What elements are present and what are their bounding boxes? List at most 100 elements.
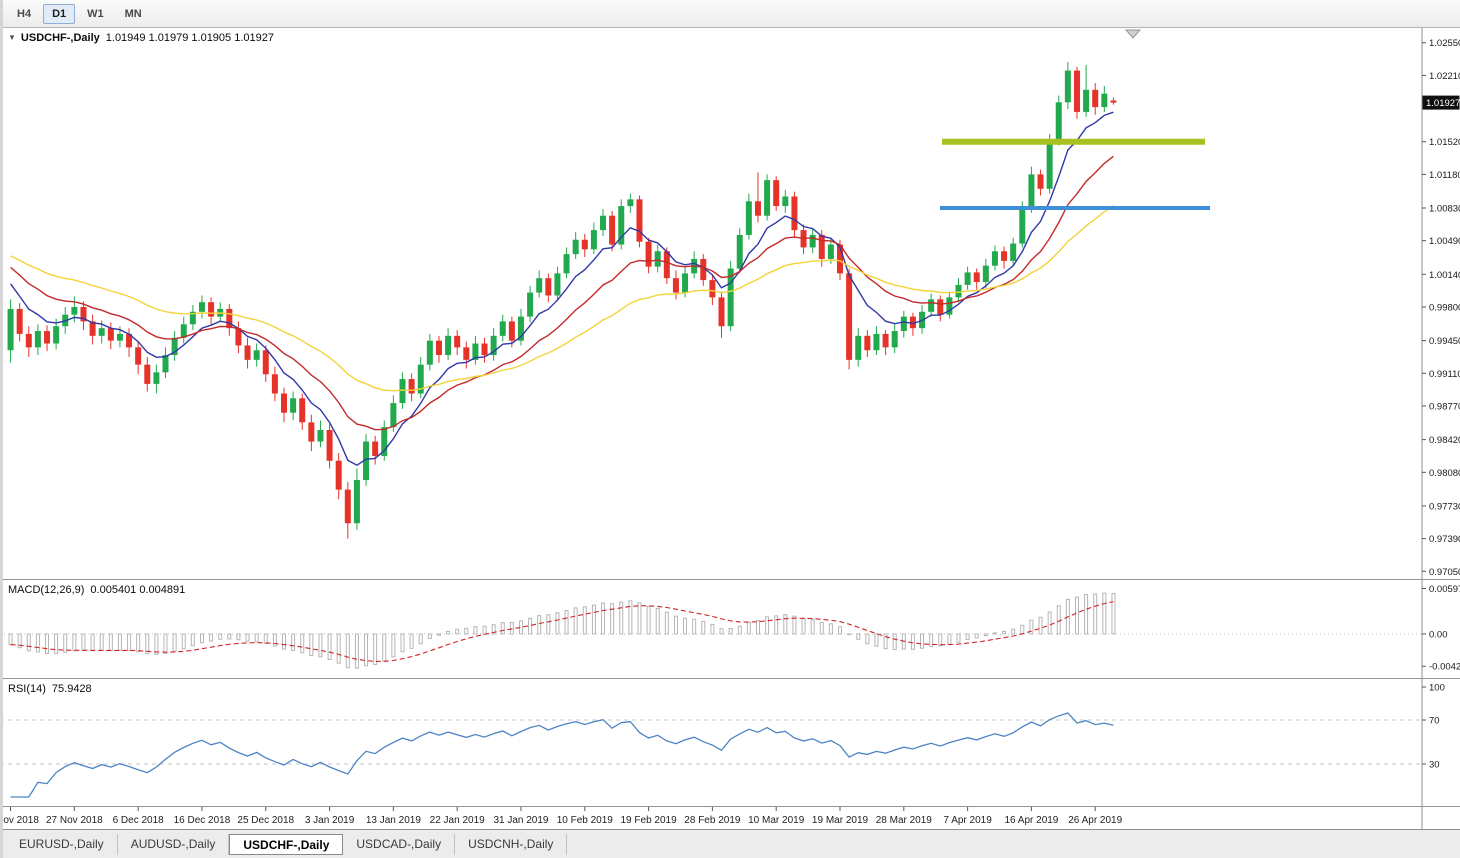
macd-svg[interactable]: 0.00597 0.00 -0.00424: [0, 580, 1460, 678]
candle-body: [344, 489, 351, 524]
rsi-indicator-panel[interactable]: RSI(14) 75.9428 100 70 30: [0, 679, 1460, 807]
macd-bar: [710, 623, 715, 635]
timeframe-button-w1[interactable]: W1: [87, 7, 104, 20]
candle-body: [1010, 243, 1017, 261]
macd-bar: [127, 633, 132, 652]
macd-bar: [701, 620, 706, 635]
candle-body: [445, 335, 452, 356]
macd-bar: [965, 633, 970, 640]
macd-bar: [373, 633, 378, 665]
macd-bar: [364, 633, 369, 667]
macd-bar: [1084, 594, 1089, 635]
candle-body: [609, 215, 616, 245]
candle-body: [281, 393, 287, 413]
candle-body: [53, 326, 60, 344]
macd-bar: [318, 633, 323, 658]
candle-body: [1101, 93, 1108, 108]
macd-bar: [1074, 596, 1079, 635]
candle-body: [545, 278, 552, 296]
chart-ohlc-values: 1.01949 1.01979 1.01905 1.01927: [105, 32, 274, 44]
candle-body: [618, 206, 625, 245]
macd-bar: [892, 633, 897, 651]
date-label: 10 Feb 2019: [557, 815, 614, 826]
macd-bar: [655, 608, 660, 635]
macd-bar: [755, 619, 760, 635]
macd-bar: [865, 633, 870, 645]
candle-body: [162, 355, 169, 373]
macd-bar: [838, 626, 842, 635]
macd-bar: [8, 633, 13, 646]
chart-collapse-icon[interactable]: ▼: [8, 33, 16, 42]
macd-bar: [163, 633, 168, 654]
candle-body: [153, 372, 160, 384]
candle-body: [855, 335, 862, 360]
macd-bar: [354, 633, 359, 669]
candle-body: [308, 422, 315, 442]
candle-body: [682, 273, 689, 293]
current-price-label: 1.01927: [1426, 98, 1460, 109]
price-axis-label: 1.02550: [1429, 38, 1460, 49]
macd-bar: [500, 622, 505, 635]
timeframe-button-d1[interactable]: D1: [43, 3, 76, 24]
macd-bar: [482, 625, 487, 635]
rsi-svg[interactable]: 100 70 30: [0, 679, 1460, 806]
price-axis-label: 0.98080: [1429, 468, 1460, 479]
chart-shift-marker-icon: [1124, 29, 1142, 39]
macd-bar: [673, 615, 678, 635]
price-axis-label: 1.01520: [1429, 137, 1460, 148]
macd-bar: [427, 633, 432, 639]
macd-bar: [883, 633, 888, 650]
candle-body: [363, 441, 370, 480]
time-axis-svg[interactable]: 18 Nov 2018 27 Nov 2018 6 Dec 2018 16 Dec 2…: [0, 807, 1460, 829]
macd-bar: [90, 633, 95, 652]
macd-bar: [610, 603, 615, 635]
macd-bar: [54, 633, 59, 654]
macd-bar: [291, 633, 296, 651]
candle-body: [846, 273, 853, 360]
chart-tab-usdcad[interactable]: USDCAD-,Daily: [343, 833, 456, 855]
timeframe-button-h4[interactable]: H4: [17, 7, 32, 20]
candle-body: [891, 331, 898, 348]
candle-body: [1055, 102, 1062, 141]
candle-body: [372, 441, 379, 456]
price-axis-label: 1.00830: [1429, 204, 1460, 215]
chart-tab-usdcnh[interactable]: USDCNH-,Daily: [455, 833, 568, 855]
candle-body: [1092, 89, 1099, 108]
candle-body: [399, 379, 406, 404]
macd-bar: [601, 602, 606, 635]
macd-bar: [446, 630, 451, 635]
date-label: 3 Jan 2019: [305, 815, 355, 826]
macd-bar: [637, 602, 642, 635]
candle-body: [89, 321, 96, 336]
candle-body: [116, 333, 123, 341]
candle-body: [1019, 208, 1026, 244]
price-axis-label: 0.97730: [1429, 501, 1460, 512]
chart-tab-eurusd[interactable]: EURUSD-,Daily: [6, 833, 118, 855]
chart-tab-usdchf[interactable]: USDCHF-,Daily: [229, 833, 344, 855]
price-chart-panel[interactable]: ▼ USDCHF-,Daily 1.01949 1.01979 1.01905 1.…: [0, 28, 1460, 580]
macd-bar: [190, 633, 195, 647]
candle-body: [1001, 251, 1008, 261]
macd-bar: [719, 628, 724, 635]
chart-tab-audusd[interactable]: AUDUSD-,Daily: [118, 833, 230, 855]
timeframe-button-mn[interactable]: MN: [124, 7, 142, 20]
chart-tab-bar: EURUSD-,Daily AUDUSD-,Daily USDCHF-,Daily U…: [0, 829, 1460, 858]
candle-body: [463, 347, 470, 360]
candle-body: [198, 302, 205, 312]
macd-bar: [199, 633, 204, 644]
rsi-line: [10, 712, 1114, 798]
macd-bar: [436, 633, 441, 636]
macd-bar: [172, 633, 177, 652]
macd-bar: [956, 633, 961, 643]
macd-indicator-panel[interactable]: MACD(12,26,9) 0.005401 0.004891 0.00597 0.…: [0, 580, 1460, 679]
macd-bar: [455, 628, 460, 635]
price-chart-svg[interactable]: 1.02550 1.02210 1.01520 1.01180 1.00830 1.004…: [0, 28, 1460, 579]
candle-body: [517, 316, 524, 341]
timeframe-toolbar: H4 D1 W1 MN: [0, 0, 1460, 28]
time-axis[interactable]: 18 Nov 2018 27 Nov 2018 6 Dec 2018 16 Dec 2…: [0, 807, 1460, 829]
macd-bar: [99, 633, 104, 651]
candle-body: [454, 335, 461, 348]
macd-bar: [154, 633, 159, 655]
macd-bar: [17, 633, 22, 649]
macd-bar: [1056, 605, 1061, 635]
